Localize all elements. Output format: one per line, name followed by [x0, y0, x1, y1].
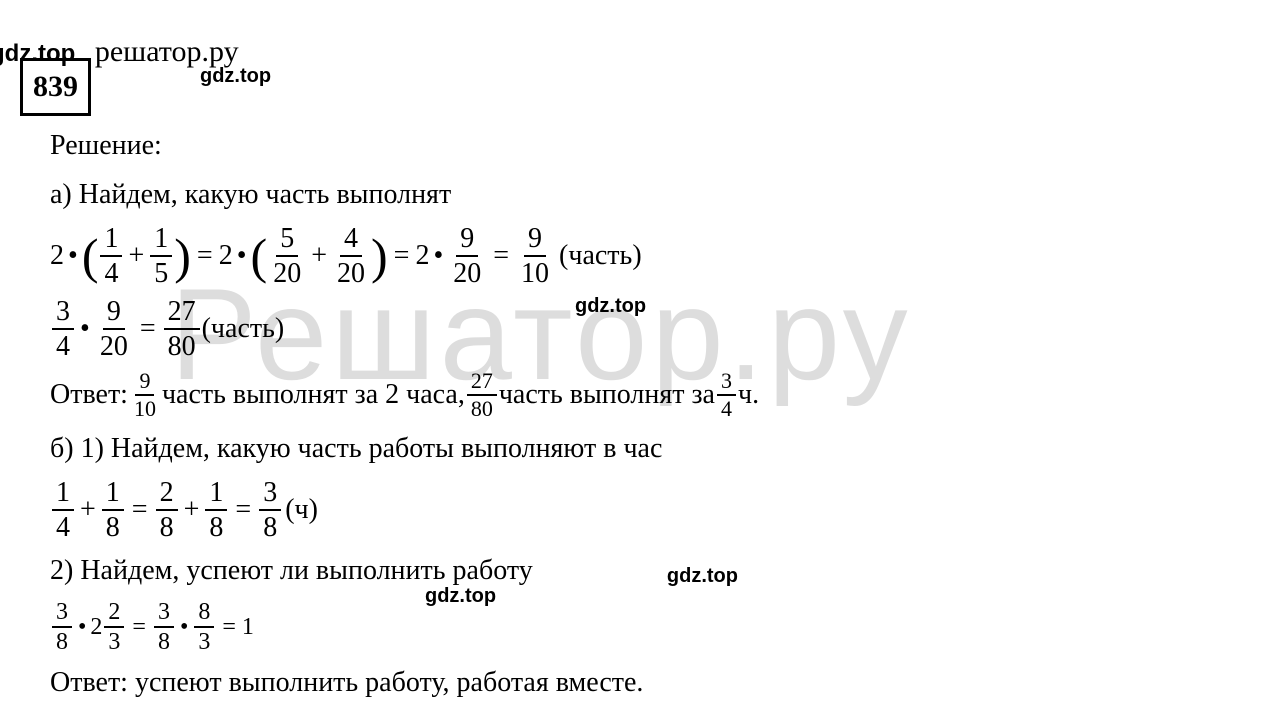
part-b-eq1: 14 + 18 = 28 + 18 = 38 (ч): [50, 476, 1268, 545]
problem-number: 839: [20, 58, 91, 116]
part-b-answer: Ответ: успеют выполнить работу, работая …: [50, 661, 1268, 706]
part-a-eq1: 2 • ( 14 + 15 ) = 2 • ( 520 + 420 ) = 2 …: [50, 222, 1268, 291]
part-b-line2: 2) Найдем, успеют ли выполнить работу: [50, 549, 1268, 594]
solution-label: Решение:: [50, 124, 1268, 169]
part-a-eq2: 34 • 920 = 2780 (часть): [50, 295, 1268, 364]
part-b-eq2: 38 • 2 23 = 38 • 83 = 1: [50, 598, 1268, 658]
part-a-line1: а) Найдем, какую часть выполнят: [50, 173, 1268, 218]
part-a-answer: Ответ: 910 часть выполнят за 2 часа, 278…: [50, 368, 1268, 423]
part-b-line1: б) 1) Найдем, какую часть работы выполня…: [50, 427, 1268, 472]
